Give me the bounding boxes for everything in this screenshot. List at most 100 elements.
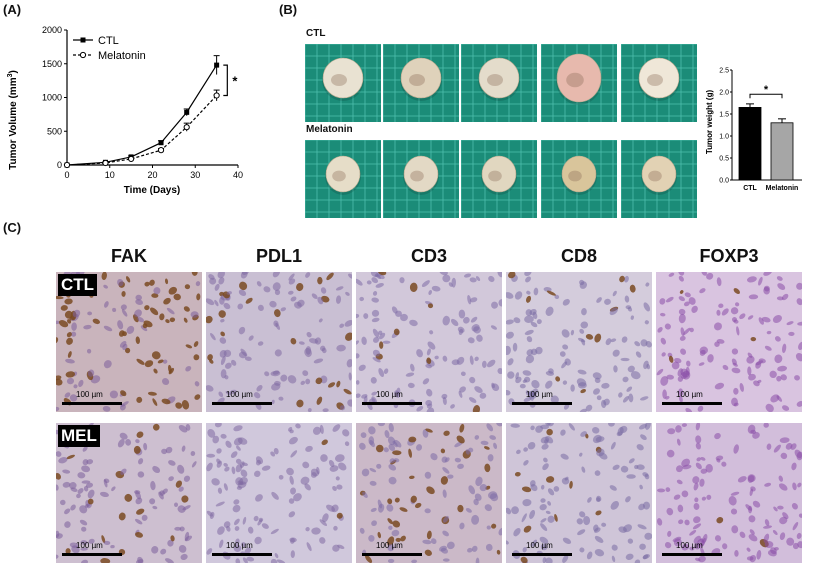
nucleus xyxy=(705,463,713,473)
nucleus xyxy=(233,437,243,446)
nucleus xyxy=(360,432,367,438)
nucleus xyxy=(363,313,369,319)
positive-cell xyxy=(546,290,556,296)
positive-cell xyxy=(679,290,684,294)
data-point xyxy=(183,124,190,131)
nucleus xyxy=(211,478,220,486)
nucleus xyxy=(254,536,262,545)
nucleus xyxy=(377,423,385,427)
nucleus xyxy=(339,405,346,411)
nucleus xyxy=(758,276,763,286)
nucleus xyxy=(442,530,449,537)
nucleus xyxy=(288,426,293,432)
positive-cell xyxy=(194,394,201,400)
positive-cell xyxy=(168,286,177,295)
nucleus xyxy=(716,309,721,316)
nucleus xyxy=(288,273,295,281)
positive-cell xyxy=(546,428,553,436)
nucleus xyxy=(664,542,672,549)
nucleus xyxy=(275,322,281,330)
nucleus xyxy=(484,504,492,512)
nucleus xyxy=(217,272,225,279)
nucleus xyxy=(547,500,552,506)
panel-label-b: (B) xyxy=(279,2,298,17)
nucleus xyxy=(592,372,602,380)
nucleus xyxy=(356,340,359,345)
nucleus xyxy=(458,390,463,398)
nucleus xyxy=(685,407,693,412)
positive-cell xyxy=(316,396,323,405)
nucleus xyxy=(747,474,756,482)
nucleus xyxy=(493,442,498,450)
data-point xyxy=(214,62,220,68)
nucleus xyxy=(774,546,779,551)
nucleus xyxy=(339,323,345,328)
nucleus xyxy=(476,334,483,342)
nucleus xyxy=(524,315,534,323)
positive-cell xyxy=(56,378,63,386)
nucleus xyxy=(601,382,610,389)
nucleus xyxy=(722,364,729,371)
nucleus xyxy=(77,488,84,494)
positive-cell xyxy=(379,341,384,349)
nucleus xyxy=(731,358,737,366)
nucleus xyxy=(289,475,294,485)
nucleus xyxy=(718,303,724,309)
tumor xyxy=(641,155,677,193)
nucleus xyxy=(612,290,617,297)
positive-cell xyxy=(64,298,73,305)
nucleus xyxy=(609,307,618,316)
nucleus xyxy=(543,457,548,463)
nucleus xyxy=(701,272,707,276)
nucleus xyxy=(264,371,270,377)
positive-cell xyxy=(65,371,76,378)
nucleus xyxy=(685,366,690,376)
nucleus xyxy=(307,408,312,412)
nucleus xyxy=(226,291,232,295)
positive-cell xyxy=(125,276,131,283)
nucleus xyxy=(475,276,481,282)
nucleus xyxy=(425,400,433,406)
nucleus xyxy=(680,327,685,337)
nucleus xyxy=(287,375,297,384)
nucleus xyxy=(468,397,477,403)
y-axis-title: Tumor weight (g) xyxy=(705,90,714,155)
nucleus xyxy=(693,482,699,491)
positive-cell xyxy=(206,315,213,324)
nucleus xyxy=(162,359,168,364)
nucleus xyxy=(183,475,191,482)
legend-label: Melatonin xyxy=(98,50,146,62)
y-tick-label: 2.0 xyxy=(719,90,729,97)
data-point xyxy=(63,161,71,169)
tumor-detail xyxy=(409,74,425,86)
nucleus xyxy=(56,451,62,457)
nucleus xyxy=(532,311,538,320)
nucleus xyxy=(553,486,560,492)
nucleus xyxy=(692,523,702,530)
nucleus xyxy=(103,540,111,545)
nucleus xyxy=(177,505,186,513)
x-tick-label: 0 xyxy=(64,170,69,180)
nucleus xyxy=(416,349,423,358)
nucleus xyxy=(747,315,754,320)
positive-cell xyxy=(508,272,516,279)
positive-cell xyxy=(569,480,573,489)
positive-cell xyxy=(400,535,406,542)
nucleus xyxy=(796,282,802,290)
nucleus xyxy=(678,308,686,315)
nucleus xyxy=(746,547,751,552)
positive-cell xyxy=(443,430,450,436)
scale-bar xyxy=(212,402,272,405)
nucleus xyxy=(678,275,684,282)
nucleus xyxy=(337,544,345,550)
nucleus xyxy=(645,340,652,348)
nucleus xyxy=(64,392,71,398)
nucleus xyxy=(797,482,802,488)
nucleus xyxy=(780,374,787,381)
positive-cell xyxy=(66,454,75,460)
nucleus xyxy=(635,351,642,358)
nucleus xyxy=(388,464,397,471)
nucleus xyxy=(439,272,448,276)
ihc-header-pdl1: PDL1 xyxy=(255,246,302,266)
nucleus xyxy=(134,518,143,525)
